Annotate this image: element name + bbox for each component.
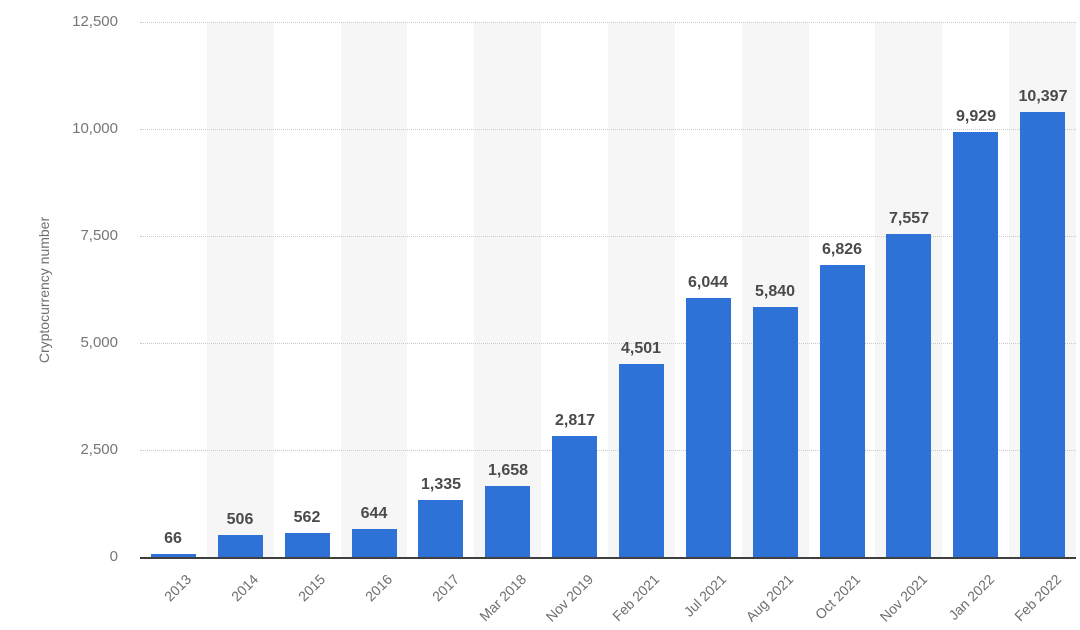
bar-feb-2022 (1020, 112, 1065, 557)
grid-line (140, 343, 1076, 344)
bar-value-label: 2,817 (554, 412, 596, 429)
column-band (474, 22, 542, 557)
bar-oct-2021 (820, 265, 865, 557)
bar-2017 (418, 500, 463, 557)
y-tick-label: 0 (109, 548, 118, 565)
bar-value-label: 562 (293, 509, 321, 526)
bar-jul-2021 (686, 298, 731, 557)
bar-value-label: 506 (226, 511, 254, 528)
grid-line (140, 129, 1076, 130)
y-tick-label: 10,000 (72, 120, 118, 137)
grid-line (140, 450, 1076, 451)
bar-2015 (285, 533, 330, 557)
bar-value-label: 9,929 (955, 108, 997, 125)
x-tick-label: 2013 (160, 571, 195, 605)
bar-value-label: 4,501 (620, 340, 662, 357)
y-tick-label: 5,000 (80, 334, 118, 351)
bar-nov-2019 (552, 436, 597, 557)
y-axis-tick-labels: 0 2,500 5,000 7,500 10,000 12,500 (0, 13, 118, 565)
column-band (340, 22, 408, 557)
bar-aug-2021 (753, 307, 798, 557)
bar-value-label: 644 (360, 505, 388, 522)
y-tick-label: 2,500 (80, 441, 118, 458)
bar-value-label: 10,397 (1018, 88, 1068, 105)
plot-area: 66 506 562 644 1,335 1,658 2,817 4,501 6,044 5,84… (140, 22, 1076, 559)
grid-line (140, 236, 1076, 237)
bar-value-label: 66 (164, 530, 182, 547)
bar-value-label: 5,840 (754, 283, 796, 300)
bar-mar-2018 (485, 486, 530, 557)
bar-value-label: 1,658 (487, 462, 529, 479)
bar-2014 (218, 535, 263, 557)
bar-jan-2022 (953, 132, 998, 557)
grid-line (140, 22, 1076, 23)
bar-value-label: 1,335 (420, 476, 462, 493)
y-tick-label: 7,500 (80, 227, 118, 244)
bar-2013 (151, 554, 196, 557)
bar-value-label: 6,826 (821, 241, 863, 258)
column-band (206, 22, 274, 557)
bar-feb-2021 (619, 364, 664, 557)
bar-2016 (352, 529, 397, 557)
bar-nov-2021 (886, 234, 931, 557)
bar-value-label: 6,044 (687, 274, 729, 291)
y-tick-label: 12,500 (72, 13, 118, 30)
bar-value-label: 7,557 (888, 210, 930, 227)
x-axis-tick-labels: 2013 2014 2015 2016 2017 Mar 2018 Nov 2019 Feb … (140, 559, 1076, 630)
